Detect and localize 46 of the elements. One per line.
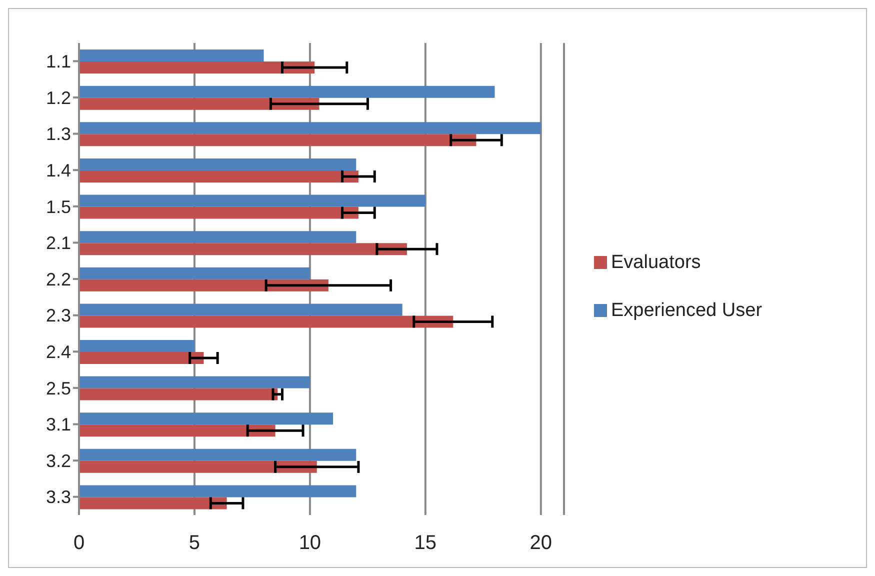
bar	[79, 134, 476, 146]
bar	[79, 231, 356, 244]
legend-label: Experienced User	[611, 300, 762, 321]
bar	[79, 243, 407, 256]
bar	[79, 485, 356, 498]
y-tick-label: 2.1	[46, 233, 71, 254]
y-tick-label: 1.1	[46, 52, 71, 72]
y-tick-label: 3.1	[46, 414, 71, 435]
bar	[79, 460, 317, 473]
bar	[79, 316, 454, 328]
bar	[79, 50, 264, 62]
y-tick-label: 1.3	[46, 124, 71, 144]
bar	[79, 279, 328, 292]
x-tick-label: 15	[414, 532, 437, 554]
bar	[79, 267, 310, 280]
bar	[79, 424, 276, 437]
bar	[79, 448, 356, 461]
bar	[79, 376, 310, 388]
x-tick-label: 10	[298, 532, 322, 554]
y-tick-label: 2.3	[46, 306, 71, 326]
legend-label: Evaluators	[611, 252, 701, 273]
bar	[79, 412, 334, 425]
bar	[79, 98, 320, 110]
bar	[79, 86, 495, 98]
y-tick-label: 3.3	[46, 487, 71, 508]
bar	[79, 158, 356, 170]
bar	[79, 170, 358, 182]
bar	[79, 62, 315, 74]
x-tick-label: 5	[188, 532, 200, 554]
y-tick-label: 2.4	[46, 342, 71, 362]
x-tick-label: 0	[73, 532, 85, 554]
y-tick-label: 3.2	[46, 450, 71, 471]
y-tick-label: 2.5	[46, 378, 71, 398]
bar	[79, 206, 358, 219]
y-tick-label: 2.2	[46, 269, 71, 290]
bar	[79, 304, 402, 316]
y-tick-label: 1.5	[46, 196, 71, 217]
y-tick-label: 1.4	[46, 160, 71, 180]
bar	[79, 352, 204, 364]
x-tick-label: 20	[530, 532, 552, 554]
bar	[79, 388, 278, 400]
bar	[79, 497, 227, 510]
bar	[79, 122, 541, 134]
y-tick-label: 1.2	[46, 88, 71, 108]
bar	[79, 194, 426, 207]
bar	[79, 340, 194, 352]
